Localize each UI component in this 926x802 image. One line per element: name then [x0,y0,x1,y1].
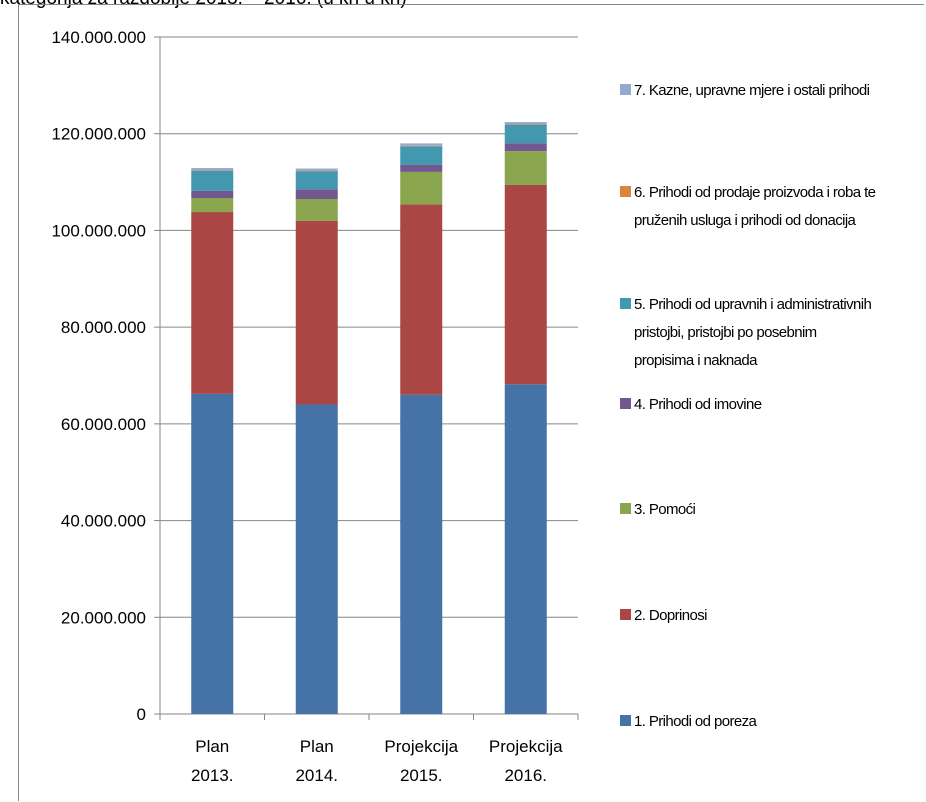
bar-segment [504,184,547,385]
legend-label: 7. Kazne, upravne mjere i ostali prihodi [634,82,870,99]
x-tick-label: 2015. [400,766,443,785]
bar-segment [504,125,547,144]
bars [191,122,547,714]
legend-swatch [620,503,631,514]
bar-segment [400,146,443,165]
bar-segment [400,171,443,205]
x-tick-label: Projekcija [489,737,563,756]
bar-segment [295,198,338,221]
bar-segment [504,384,547,714]
y-tick-label: 60.000.000 [61,415,146,434]
x-tick-label: 2013. [191,766,234,785]
legend-swatch [620,715,631,726]
bar-segment [191,170,234,191]
bar-segment [295,168,338,171]
legend-label: 1. Prihodi od poreza [634,713,758,730]
legend-label: 4. Prihodi od imovine [634,396,762,413]
legend-label: pristojbi, pristojbi po posebnim [634,324,817,341]
y-tick-label: 0 [137,705,146,724]
bar-segment [400,204,443,395]
tick-labels: 0 20.000.000 40.000.000 60.000.000 80.000.00… [51,28,563,785]
y-tick-label: 20.000.000 [61,608,146,627]
bar-segment [191,198,234,213]
x-tick-label: 2016. [504,766,547,785]
bar-segment [400,143,443,146]
bar-segment [295,404,338,714]
legend-label: 5. Prihodi od upravnih i administrativni… [634,296,871,313]
legend-swatch [620,609,631,620]
y-tick-label: 100.000.000 [51,221,146,240]
y-tick-label: 80.000.000 [61,318,146,337]
y-tick-label: 120.000.000 [51,125,146,144]
legend-swatch [620,84,631,95]
bar-segment [191,190,234,199]
bar-segment [191,212,234,394]
bar-segment [191,168,234,171]
legend-label: 2. Doprinosi [634,607,707,624]
legend-label: propisima i naknada [634,352,758,369]
legend-swatch [620,186,631,197]
chart-frame [18,4,924,801]
x-tick-label: Plan [300,737,334,756]
legend-label: 6. Prihodi od prodaje proizvoda i roba t… [634,184,876,201]
x-tick-label: 2014. [295,766,338,785]
y-tick-label: 140.000.000 [51,28,146,47]
bar-segment [400,164,443,172]
bar-segment [504,151,547,185]
bar-segment [504,122,547,125]
x-tick-label: Plan [195,737,229,756]
y-tick-label: 40.000.000 [61,512,146,531]
legend: 7. Kazne, upravne mjere i ostali prihodi… [620,82,876,730]
legend-label: 3. Pomoći [634,501,696,518]
bar-segment [295,220,338,405]
legend-label: pruženih usluga i prihodi od donacija [634,212,857,229]
bar-segment [191,393,234,714]
bar-segment [400,394,443,714]
bar-segment [295,189,338,199]
bar-segment [504,143,547,152]
legend-swatch [620,298,631,309]
x-tick-label: Projekcija [384,737,458,756]
legend-swatch [620,398,631,409]
bar-segment [295,171,338,190]
